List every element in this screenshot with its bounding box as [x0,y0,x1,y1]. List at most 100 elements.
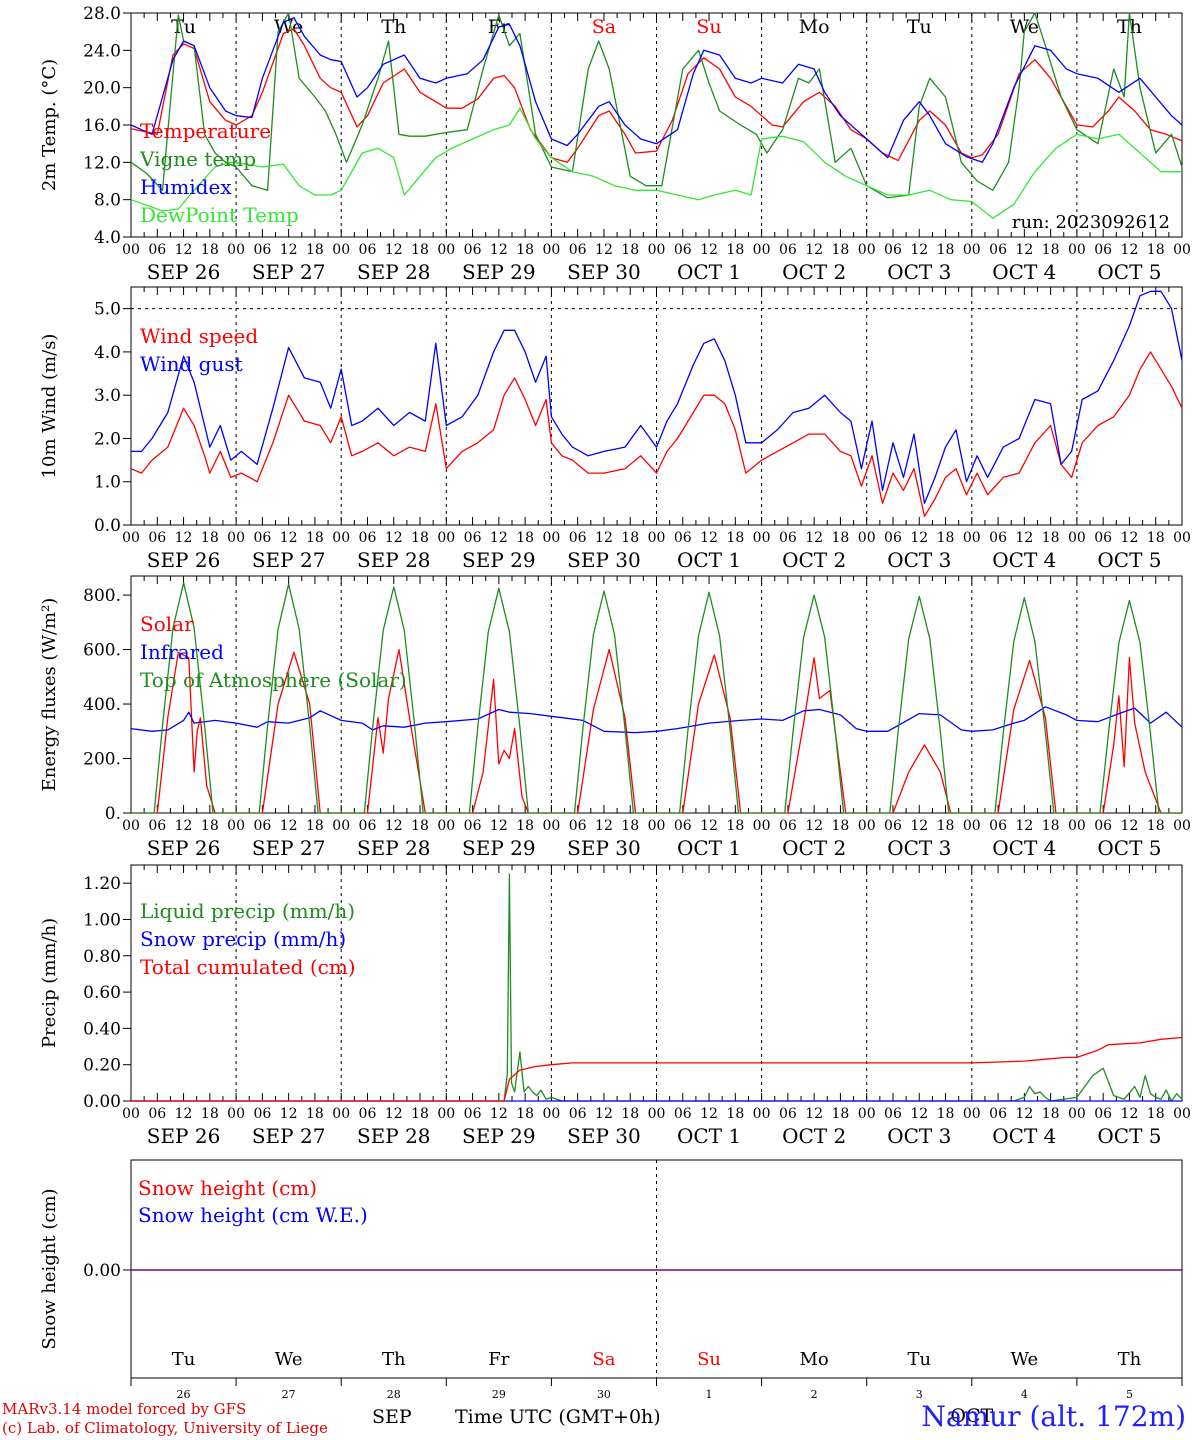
hour-label: 06 [464,242,482,258]
hour-label: 12 [1121,530,1139,546]
series-line-infrared [130,706,1183,734]
date-label: SEP 26 [147,836,221,860]
hour-label: 00 [227,242,245,258]
y-tick-label: 20.0 [83,79,121,99]
date-label: SEP 26 [147,1124,221,1148]
y-tick-label: 0.80 [83,947,121,967]
hour-label: 18 [306,818,324,834]
month-label-oct: OCT [950,1405,993,1427]
hour-label: 12 [385,1106,403,1122]
hour-label: 00 [753,530,771,546]
hour-label: 18 [201,818,219,834]
hour-label: 00 [542,242,560,258]
y-tick-label: 12.0 [83,153,121,173]
series-line-vigne-temp [130,12,1183,199]
legend-entry: Solar [140,612,194,636]
series-line-solar [131,648,1182,814]
hour-label: 18 [937,530,955,546]
day-number: 4 [1021,1388,1028,1401]
hour-label: 12 [910,818,928,834]
legend-entry: Snow height (cm W.E.) [138,1203,368,1227]
hour-label: 12 [805,818,823,834]
y-axis-title: 10m Wind (m/s) [39,334,60,479]
legend-entry: Wind speed [140,324,258,348]
hour-label: 12 [1015,530,1033,546]
hour-label: 00 [858,242,876,258]
hour-label: 06 [464,530,482,546]
hour-label: 18 [1147,1106,1165,1122]
hour-label: 00 [437,818,455,834]
hour-label: 06 [253,530,271,546]
footer-credits: MARv3.14 model forced by GFS (c) Lab. of… [2,1400,328,1438]
date-label: SEP 27 [252,548,326,572]
legend-entry: Wind gust [140,352,243,376]
hour-label: 18 [937,1106,955,1122]
hour-label: 18 [201,242,219,258]
hour-label: 06 [1094,818,1112,834]
hour-label: 12 [175,818,193,834]
hour-label: 18 [1147,242,1165,258]
hour-label: 12 [385,530,403,546]
hour-label: 00 [122,242,140,258]
hour-label: 12 [280,530,298,546]
hour-label: 12 [1015,818,1033,834]
y-tick-label: 16.0 [83,116,121,136]
hour-label: 12 [700,242,718,258]
legend-entry: Snow precip (mm/h) [140,927,346,951]
hour-label: 00 [648,530,666,546]
hour-label: 06 [569,242,587,258]
day-label: Sa [592,16,616,38]
hour-label: 06 [779,1106,797,1122]
station-label: Namur (alt. 172m) [921,1400,1186,1433]
day-label: We [1010,16,1039,38]
hour-label: 06 [569,1106,587,1122]
day-label: We [275,1349,303,1370]
date-label: SEP 27 [252,836,326,860]
hour-label: 18 [1042,1106,1060,1122]
legend-entry: Top of Atmosphere (Solar) [140,668,407,692]
hour-label: 00 [1068,1106,1086,1122]
hour-label: 12 [805,242,823,258]
hour-label: 00 [1173,1106,1191,1122]
hour-label: 06 [148,818,166,834]
date-label: OCT 2 [782,548,846,572]
hour-label: 12 [1121,818,1139,834]
date-label: SEP 30 [567,548,641,572]
day-label: We [1011,1349,1039,1370]
hour-label: 18 [1042,530,1060,546]
date-label: OCT 2 [782,836,846,860]
hour-label: 00 [1173,530,1191,546]
hour-label: 00 [1173,242,1191,258]
series-line-temperature [130,28,1183,163]
hour-label: 12 [490,242,508,258]
hour-label: 12 [1121,242,1139,258]
hour-label: 18 [411,530,429,546]
hour-label: 06 [674,1106,692,1122]
date-label: SEP 28 [357,548,431,572]
hour-label: 06 [464,1106,482,1122]
date-label: OCT 5 [1097,548,1161,572]
legend-entry: Humidex [140,175,232,199]
hour-label: 18 [516,242,534,258]
y-tick-label: 4.0 [94,228,121,248]
date-label: OCT 5 [1097,1124,1161,1148]
hour-label: 00 [332,1106,350,1122]
hour-label: 00 [753,1106,771,1122]
y-tick-label: 8.0 [94,191,121,211]
date-label: SEP 28 [357,260,431,284]
hour-label: 06 [674,530,692,546]
hour-label: 00 [122,1106,140,1122]
date-label: OCT 5 [1097,260,1161,284]
legend-entry: Temperature [140,119,271,143]
hour-label: 18 [726,530,744,546]
date-label: OCT 2 [782,260,846,284]
hour-label: 18 [621,1106,639,1122]
y-tick-label: 3.0 [94,386,121,406]
hour-label: 06 [989,818,1007,834]
y-tick-label: 0.40 [83,1019,121,1039]
hour-label: 06 [884,1106,902,1122]
hour-label: 00 [963,1106,981,1122]
hour-label: 06 [569,530,587,546]
hour-label: 00 [332,530,350,546]
day-number: 30 [597,1388,611,1401]
